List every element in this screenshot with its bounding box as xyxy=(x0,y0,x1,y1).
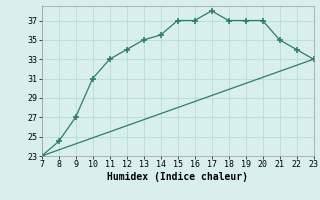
X-axis label: Humidex (Indice chaleur): Humidex (Indice chaleur) xyxy=(107,172,248,182)
